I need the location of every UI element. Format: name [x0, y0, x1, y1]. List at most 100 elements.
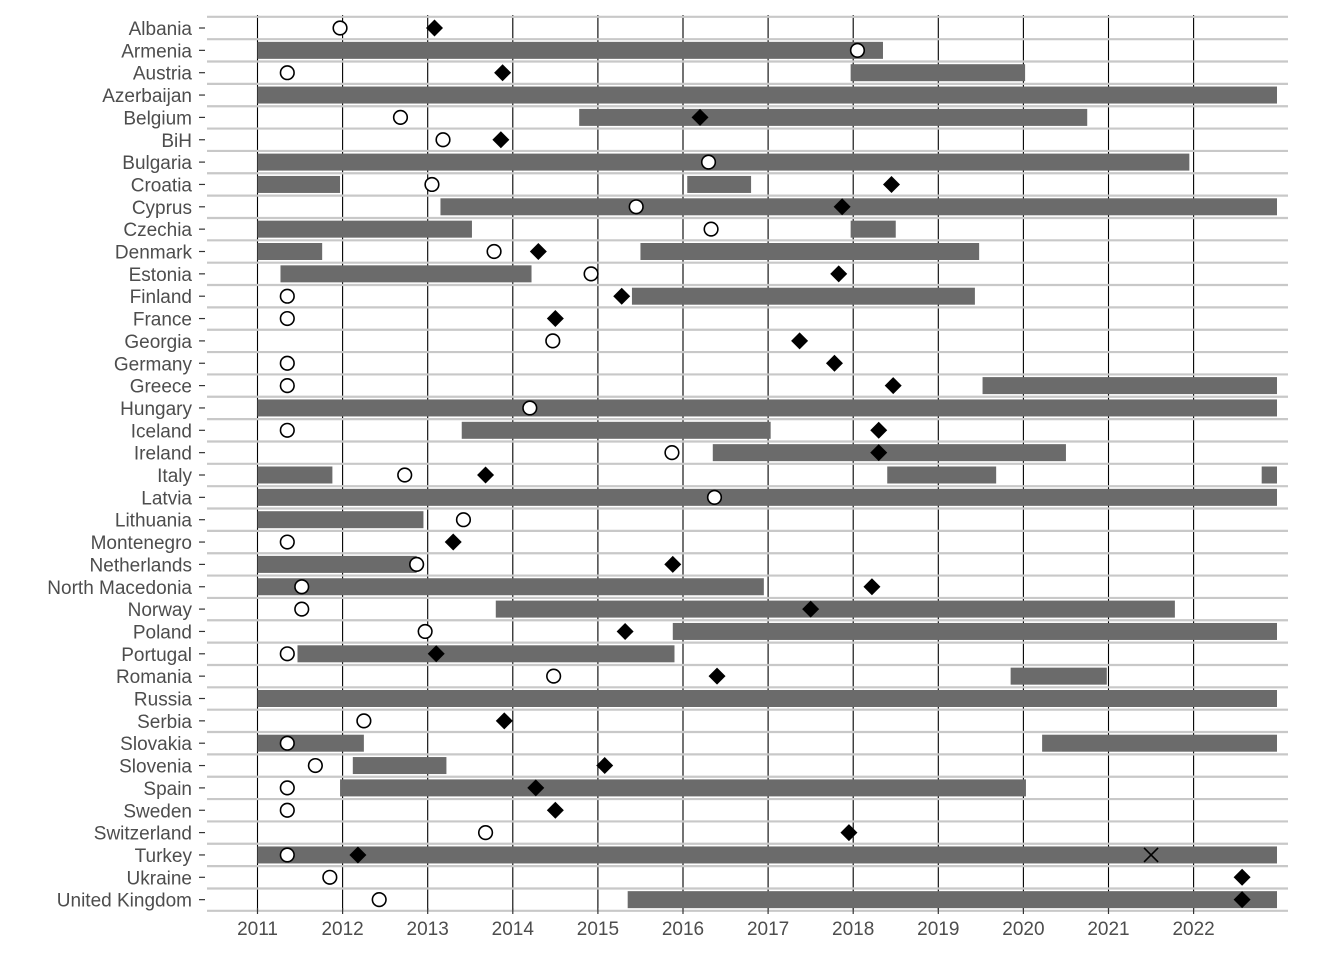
y-label-north-macedonia: North Macedonia [47, 578, 192, 599]
circle-marker-spain [279, 780, 295, 796]
circle-marker-austria [279, 65, 295, 81]
diamond-marker-italy [477, 466, 495, 484]
marker-layer [279, 19, 1251, 909]
diamond-marker-montenegro [444, 533, 462, 551]
bar-slovenia-1 [352, 757, 447, 775]
bar-norway-1 [495, 600, 1175, 618]
y-label-belgium: Belgium [123, 108, 192, 129]
y-label-denmark: Denmark [115, 243, 193, 264]
bar-azerbaijan-1 [257, 86, 1277, 104]
circle-marker-norway [294, 601, 310, 617]
y-label-finland: Finland [130, 287, 192, 308]
y-label-switzerland: Switzerland [94, 824, 192, 845]
circle-marker-romania [546, 668, 562, 684]
y-label-estonia: Estonia [129, 265, 193, 286]
diamond-marker-slovenia [596, 757, 614, 775]
bar-czechia-1 [257, 220, 472, 238]
x-tick-label-2011: 2011 [237, 919, 278, 940]
circle-marker-czechia [703, 221, 719, 237]
circle-marker-sweden [279, 802, 295, 818]
diamond-marker-cyprus [833, 198, 851, 216]
diamond-marker-austria [494, 64, 512, 82]
y-label-czechia: Czechia [123, 220, 192, 241]
y-label-portugal: Portugal [121, 645, 192, 666]
bar-lithuania-1 [257, 511, 424, 529]
bar-cyprus-1 [440, 198, 1277, 216]
circle-marker-hungary [522, 400, 538, 416]
diamond-marker-north-macedonia [863, 578, 881, 596]
diamond-marker-georgia [791, 332, 809, 350]
bar-north-macedonia-1 [257, 578, 764, 596]
bar-czechia-2 [850, 220, 896, 238]
x-tick-label-2016: 2016 [662, 919, 704, 940]
y-label-bih: BiH [161, 131, 192, 152]
y-label-sweden: Sweden [123, 801, 192, 822]
bar-croatia-1 [257, 175, 341, 193]
y-label-russia: Russia [134, 690, 193, 711]
bar-italy-1 [257, 466, 333, 484]
x-tick-label-2022: 2022 [1172, 919, 1214, 940]
circle-marker-germany [279, 355, 295, 371]
circle-marker-montenegro [279, 534, 295, 550]
y-label-hungary: Hungary [120, 399, 192, 420]
y-label-albania: Albania [129, 19, 193, 40]
diamond-marker-switzerland [840, 824, 858, 842]
diamond-marker-serbia [495, 712, 513, 730]
circle-marker-cyprus [628, 199, 644, 215]
bar-romania-1 [1010, 667, 1107, 685]
y-label-lithuania: Lithuania [115, 511, 193, 532]
y-label-bulgaria: Bulgaria [122, 153, 192, 174]
circle-marker-latvia [706, 489, 723, 505]
y-label-georgia: Georgia [124, 332, 192, 353]
diamond-marker-spain [527, 779, 545, 797]
diamond-marker-croatia [882, 175, 900, 193]
circle-marker-united-kingdom [371, 892, 387, 908]
diamond-marker-norway [802, 600, 820, 618]
bar-austria-1 [850, 64, 1026, 82]
y-label-cyprus: Cyprus [132, 198, 192, 219]
bar-croatia-2 [687, 175, 752, 193]
x-tick-label-2021: 2021 [1087, 919, 1129, 940]
y-label-france: France [133, 310, 192, 331]
circle-marker-albania [332, 20, 348, 36]
diamond-marker-portugal [427, 645, 445, 663]
bar-slovakia-2 [1042, 734, 1277, 752]
bar-estonia-1 [280, 265, 532, 283]
y-label-armenia: Armenia [121, 41, 192, 62]
y-label-slovenia: Slovenia [119, 757, 192, 778]
y-label-norway: Norway [128, 600, 193, 621]
x-tick-label-2018: 2018 [832, 919, 874, 940]
y-label-turkey: Turkey [135, 846, 193, 867]
diamond-marker-bih [492, 131, 510, 149]
bar-italy-3 [1261, 466, 1277, 484]
diamond-marker-sweden [546, 801, 564, 819]
x-tick-label-2020: 2020 [1002, 919, 1044, 940]
x-tick-label-2017: 2017 [747, 919, 789, 940]
row-gridlines [207, 15, 1288, 912]
circle-marker-switzerland [477, 824, 494, 841]
y-label-azerbaijan: Azerbaijan [102, 86, 192, 107]
circle-marker-lithuania [455, 512, 472, 528]
circle-marker-denmark [486, 243, 502, 260]
circle-marker-finland [279, 288, 295, 304]
circle-marker-poland [417, 623, 433, 640]
diamond-marker-albania [426, 19, 444, 37]
circle-marker-italy [397, 467, 413, 483]
diamond-marker-estonia [830, 265, 848, 283]
cross-marker-turkey [1143, 847, 1159, 863]
diamond-marker-turkey [349, 846, 367, 864]
circle-marker-north-macedonia [294, 579, 310, 595]
bar-netherlands-1 [257, 555, 417, 573]
y-label-ireland: Ireland [134, 444, 192, 465]
bar-armenia-1 [257, 41, 883, 59]
bar-bulgaria-1 [257, 153, 1190, 171]
circle-marker-turkey [279, 847, 295, 863]
diamond-marker-romania [708, 667, 726, 685]
bar-ireland-1 [712, 444, 1066, 462]
circle-marker-greece [279, 378, 295, 394]
bar-hungary-1 [257, 399, 1277, 417]
bar-finland-1 [631, 287, 975, 305]
circle-marker-slovenia [307, 757, 323, 774]
y-label-romania: Romania [116, 667, 192, 688]
diamond-marker-denmark [529, 243, 547, 260]
